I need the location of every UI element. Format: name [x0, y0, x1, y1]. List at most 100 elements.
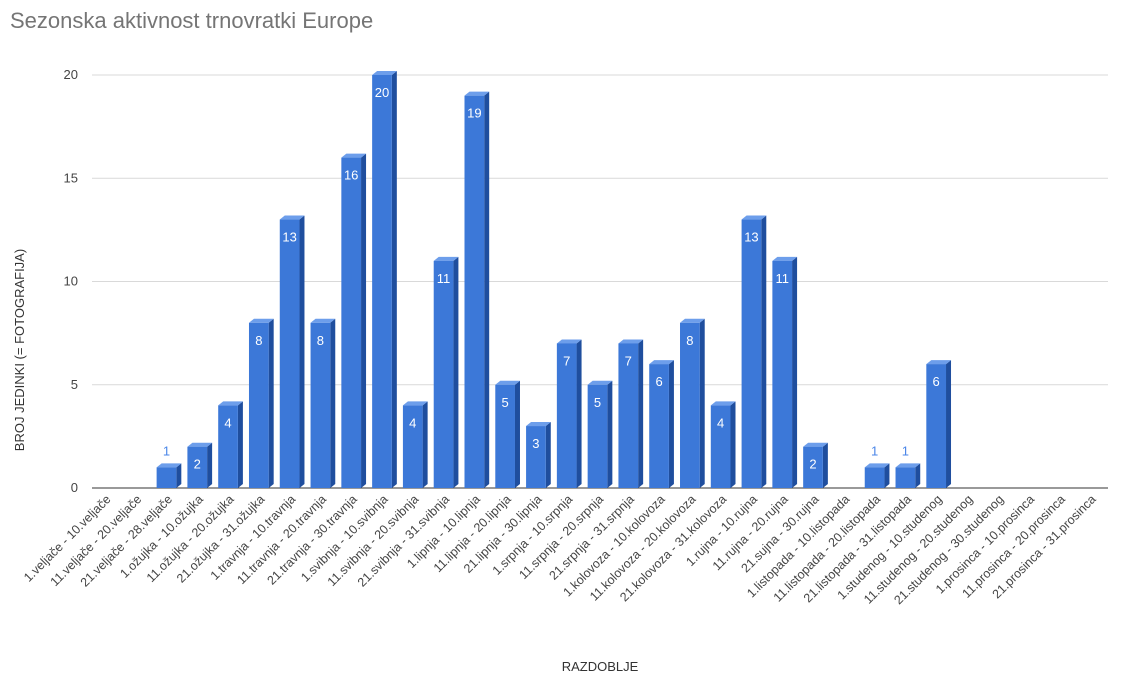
- bar-top: [803, 442, 828, 447]
- bar-front: [433, 260, 454, 488]
- bar-side: [453, 256, 459, 488]
- bar-front: [310, 322, 331, 488]
- x-axis-label: RAZDOBLJE: [562, 659, 639, 674]
- bar-front: [341, 157, 362, 488]
- bar-top: [680, 318, 705, 323]
- data-label: 1: [871, 443, 878, 458]
- bar-front: [156, 467, 177, 488]
- data-label: 4: [224, 415, 231, 430]
- bar-top: [926, 360, 952, 365]
- bar-side: [545, 422, 551, 488]
- y-axis-ticks: 0 5 10 15 20: [64, 67, 78, 495]
- bar-side: [237, 401, 243, 488]
- bar-front: [587, 384, 608, 488]
- bar-front: [895, 467, 916, 488]
- bar: [156, 463, 182, 488]
- bar: [310, 318, 336, 488]
- chart-title: Sezonska aktivnost trnovratki Europe: [10, 8, 374, 33]
- bar-front: [618, 343, 639, 488]
- bar-side: [176, 463, 182, 488]
- data-label: 20: [375, 85, 389, 100]
- data-label: 4: [717, 415, 724, 430]
- bar-top: [556, 339, 582, 344]
- bar-top: [587, 380, 613, 385]
- bar-front: [526, 426, 546, 488]
- bar-side: [514, 380, 520, 488]
- bar: [803, 442, 828, 488]
- data-label: 5: [502, 395, 509, 410]
- data-label: 19: [467, 106, 481, 121]
- bar-side: [761, 215, 767, 489]
- bar: [741, 215, 767, 489]
- data-label: 8: [255, 333, 262, 348]
- bar-top: [433, 256, 459, 261]
- bar-side: [299, 215, 305, 489]
- bar-front: [741, 219, 762, 489]
- y-tick-label: 15: [64, 170, 78, 185]
- bar-front: [926, 364, 947, 488]
- bar-side: [792, 256, 798, 488]
- bar-side: [361, 153, 367, 488]
- bar-top: [710, 401, 736, 406]
- bar: [402, 401, 428, 488]
- bar-side: [668, 360, 674, 488]
- data-label: 3: [532, 436, 539, 451]
- data-label: 5: [594, 395, 601, 410]
- bar-side: [422, 401, 428, 488]
- bar-side: [699, 318, 705, 488]
- bar-side: [607, 380, 613, 488]
- bar-side: [268, 318, 274, 488]
- data-label: 1: [163, 443, 170, 458]
- bar-front: [187, 446, 208, 488]
- bar: [587, 380, 613, 488]
- bar-side: [330, 318, 336, 488]
- bar-front: [279, 219, 300, 489]
- bar-front: [710, 405, 731, 488]
- bar-side: [576, 339, 582, 488]
- data-label: 1: [902, 443, 909, 458]
- bar-front: [556, 343, 577, 488]
- data-label: 2: [194, 457, 201, 472]
- bar-top: [279, 215, 305, 220]
- y-tick-label: 10: [64, 274, 78, 289]
- data-label: 6: [933, 374, 940, 389]
- y-tick-label: 0: [71, 480, 78, 495]
- bar-top: [618, 339, 644, 344]
- bar-top: [895, 463, 921, 468]
- bar-side: [391, 71, 397, 488]
- bar-side: [884, 463, 890, 488]
- bar-top: [187, 442, 213, 447]
- bar-front: [248, 322, 269, 488]
- bar: [895, 463, 921, 488]
- bar-top: [248, 318, 274, 323]
- bar: [864, 463, 890, 488]
- bar-side: [915, 463, 921, 488]
- data-label: 7: [563, 353, 570, 368]
- bar-side: [946, 360, 952, 488]
- bar: [680, 318, 705, 488]
- data-label: 8: [686, 333, 693, 348]
- bar-front: [372, 75, 392, 488]
- data-label: 13: [744, 230, 758, 245]
- bar-top: [402, 401, 428, 406]
- bar: [926, 360, 952, 488]
- bar-front: [680, 322, 700, 488]
- bar: [556, 339, 582, 488]
- bar-top: [649, 360, 674, 365]
- y-axis-label: BROJ JEDINKI (= FOTOGRAFIJA): [12, 249, 27, 451]
- data-label: 11: [437, 271, 451, 286]
- data-label: 8: [317, 333, 324, 348]
- bar: [710, 401, 736, 488]
- bar-top: [526, 422, 551, 427]
- bar-front: [803, 446, 823, 488]
- bar: [495, 380, 520, 488]
- bar-top: [156, 463, 182, 468]
- bar-side: [638, 339, 644, 488]
- bar: [279, 215, 305, 489]
- y-tick-label: 20: [64, 67, 78, 82]
- bar: [772, 256, 798, 488]
- bar-front: [649, 364, 669, 488]
- bar-side: [484, 91, 490, 489]
